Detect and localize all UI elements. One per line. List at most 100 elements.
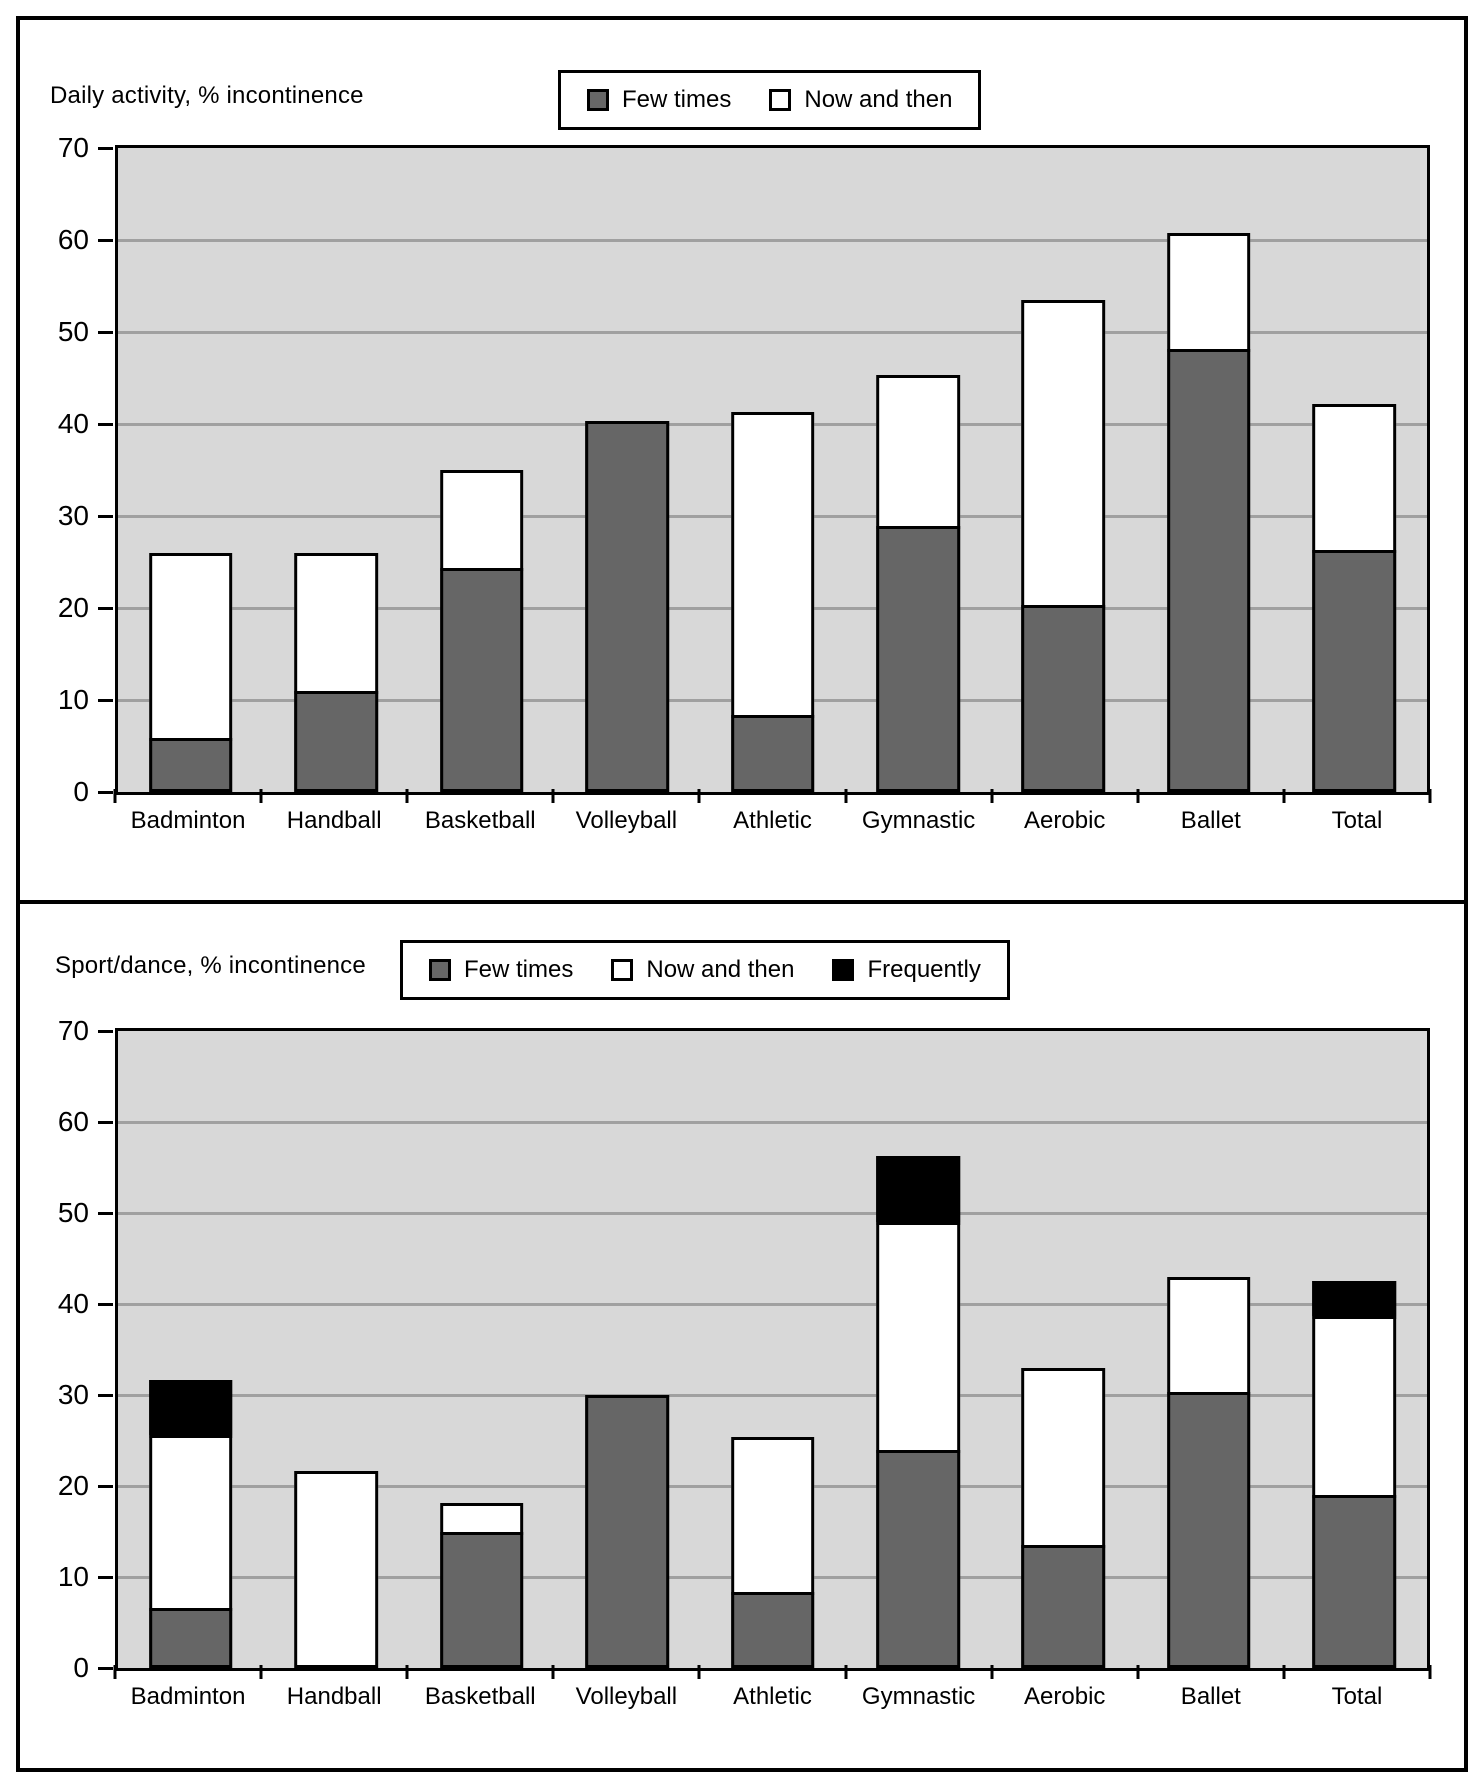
chart-title: Sport/dance, % incontinence (55, 952, 366, 979)
segment-now-and-then (148, 552, 233, 742)
legend-item-frequently: Frequently (832, 956, 981, 984)
bar-basketball (439, 470, 524, 792)
y-tick-mark (98, 1029, 113, 1033)
y-tick-mark (98, 1575, 113, 1579)
legend-item-now-and-then: Now and then (611, 956, 794, 984)
y-tick-label: 20 (57, 592, 89, 623)
x-tick-mark (844, 789, 848, 803)
segment-few-times (876, 1450, 960, 1668)
frequently-swatch-icon (832, 959, 855, 981)
segment-few-times (730, 715, 815, 792)
segment-now-and-then (876, 375, 960, 529)
y-tick-label: 30 (57, 1379, 89, 1410)
bar-ballet (1167, 1276, 1251, 1668)
x-tick-mark (1136, 789, 1140, 803)
x-category-label-athletic: Athletic (733, 1683, 812, 1710)
x-tick-mark (990, 789, 994, 803)
y-tick-mark (98, 1484, 113, 1488)
legend-label: Now and then (646, 956, 795, 983)
segment-now-and-then (1021, 1367, 1106, 1548)
x-tick-mark (405, 1665, 409, 1679)
bar-handball (294, 1471, 378, 1668)
segment-now-and-then (876, 1221, 960, 1454)
y-tick-label: 30 (57, 500, 89, 531)
bar-basketball (439, 1503, 524, 1668)
few-times-swatch-icon (587, 89, 609, 111)
x-category-label-aerobic: Aerobic (1024, 1683, 1106, 1710)
x-category-label-handball: Handball (286, 807, 382, 834)
chart-title: Daily activity, % incontinence (50, 82, 364, 109)
x-category-label-badminton: Badminton (130, 1683, 246, 1710)
x-category-label-basketball: Basketball (424, 1683, 536, 1710)
x-category-label-volleyball: Volleyball (575, 807, 678, 834)
y-tick-label: 10 (57, 684, 89, 715)
gridline-50 (118, 1211, 1427, 1215)
bar-gymnastic (876, 1155, 960, 1668)
legend-item-few-times: Few times (587, 86, 731, 114)
segment-few-times (294, 690, 378, 792)
x-tick-mark (1282, 1665, 1286, 1679)
x-category-label-aerobic: Aerobic (1024, 807, 1106, 834)
segment-now-and-then (1167, 1276, 1251, 1395)
y-axis: 0 10 20 30 40 50 60 70 (20, 134, 115, 806)
x-tick-mark (113, 1665, 117, 1679)
x-tick-mark (259, 1665, 263, 1679)
x-category-label-total: Total (1331, 1683, 1383, 1710)
x-tick-mark (1282, 789, 1286, 803)
x-axis: Badminton Handball Basketball Volleyball Ath… (113, 789, 1432, 851)
y-tick-label: 50 (57, 1197, 89, 1228)
gridline-50 (118, 330, 1427, 334)
segment-few-times (439, 568, 524, 792)
gridline-60 (118, 238, 1427, 242)
x-category-label-athletic: Athletic (733, 807, 812, 834)
legend: Few times Now and then (558, 70, 982, 130)
legend-item-few-times: Few times (429, 956, 573, 984)
bar-athletic (730, 1436, 815, 1668)
bar-athletic (730, 412, 815, 792)
x-tick-mark (697, 1665, 701, 1679)
sport-dance-chart-panel: Sport/dance, % incontinence Few times Now… (20, 904, 1464, 1768)
segment-now-and-then (1312, 403, 1397, 553)
bar-gymnastic (876, 375, 960, 792)
y-tick-label: 0 (73, 1652, 89, 1683)
bar-total (1312, 1281, 1397, 1668)
segment-few-times (1167, 349, 1251, 792)
y-tick-mark (98, 514, 113, 518)
segment-frequently (876, 1155, 960, 1225)
y-tick-mark (98, 698, 113, 702)
segment-few-times (1021, 605, 1106, 792)
segment-few-times (1312, 1494, 1397, 1668)
x-axis: Badminton Handball Basketball Volleyball Ath… (113, 1665, 1432, 1727)
y-tick-label: 60 (57, 224, 89, 255)
segment-few-times (585, 1395, 669, 1668)
x-category-label-ballet: Ballet (1180, 1683, 1241, 1710)
y-tick-mark (98, 422, 113, 426)
y-tick-label: 40 (57, 1288, 89, 1319)
plot-area (115, 1028, 1430, 1671)
segment-few-times (148, 738, 233, 792)
legend-label: Few times (464, 956, 574, 983)
y-tick-label: 70 (57, 132, 89, 163)
x-tick-mark (1428, 789, 1432, 803)
y-axis: 0 10 20 30 40 50 60 70 (20, 1017, 115, 1682)
gridline-40 (118, 1302, 1427, 1306)
y-tick-mark (98, 1666, 113, 1670)
legend-item-now-and-then: Now and then (769, 86, 952, 114)
segment-few-times (1312, 549, 1397, 792)
segment-now-and-then (1312, 1316, 1397, 1498)
x-category-label-ballet: Ballet (1180, 807, 1241, 834)
x-category-label-gymnastic: Gymnastic (861, 1683, 976, 1710)
bar-badminton (148, 552, 233, 792)
x-tick-mark (1428, 1665, 1432, 1679)
y-tick-mark (98, 330, 113, 334)
x-category-label-badminton: Badminton (130, 807, 246, 834)
gridline-60 (118, 1120, 1427, 1124)
segment-few-times (148, 1607, 233, 1668)
bar-badminton (148, 1380, 233, 1668)
legend-label: Now and then (804, 86, 953, 113)
bar-aerobic (1021, 299, 1106, 792)
now-and-then-swatch-icon (769, 89, 792, 111)
y-tick-label: 40 (57, 408, 89, 439)
segment-now-and-then (439, 1503, 524, 1536)
